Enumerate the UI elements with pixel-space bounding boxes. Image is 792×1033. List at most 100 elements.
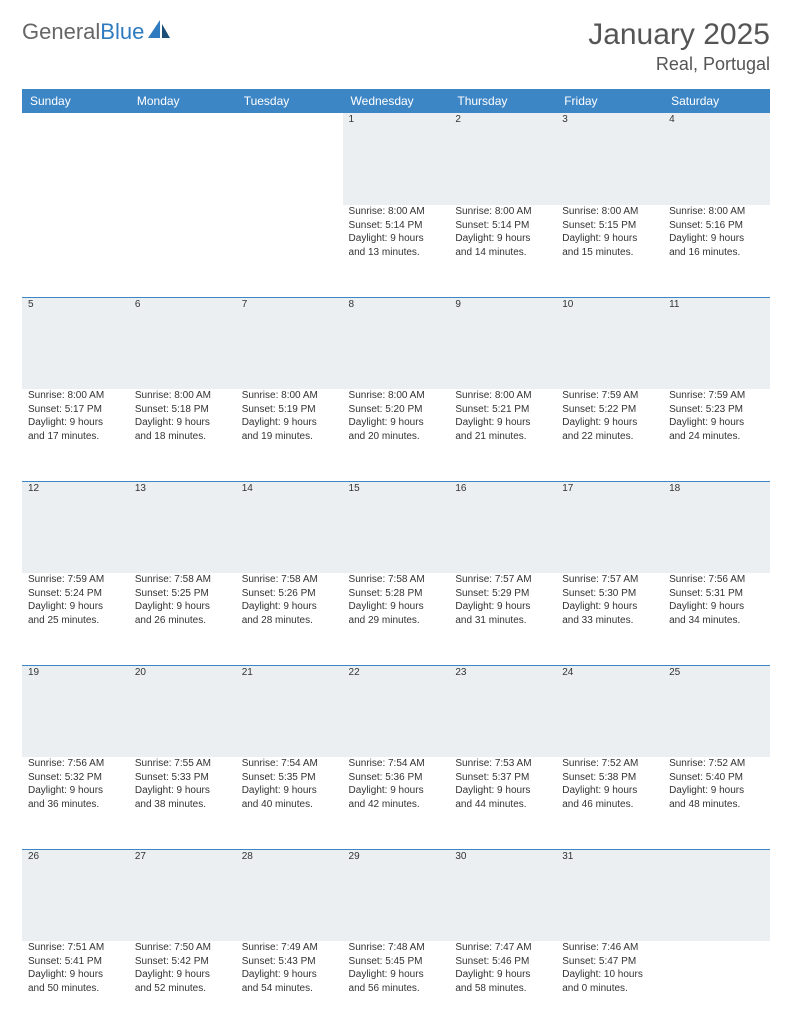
day-cell: Sunrise: 7:59 AMSunset: 5:22 PMDaylight:… [556, 389, 663, 481]
day-cell: Sunrise: 7:56 AMSunset: 5:31 PMDaylight:… [663, 573, 770, 665]
day-header: Friday [556, 89, 663, 113]
sunset-text: Sunset: 5:36 PM [349, 771, 444, 785]
day-cell: Sunrise: 7:46 AMSunset: 5:47 PMDaylight:… [556, 941, 663, 1033]
day-number: 23 [449, 665, 556, 757]
sunset-text: Sunset: 5:15 PM [562, 219, 657, 233]
sunset-text: Sunset: 5:30 PM [562, 587, 657, 601]
daylight-text: and 36 minutes. [28, 798, 123, 812]
day-number [22, 113, 129, 205]
header: GeneralBlue January 2025 Real, Portugal [22, 18, 770, 75]
daylight-text: and 40 minutes. [242, 798, 337, 812]
sunset-text: Sunset: 5:28 PM [349, 587, 444, 601]
sunset-text: Sunset: 5:45 PM [349, 955, 444, 969]
sunrise-text: Sunrise: 7:54 AM [349, 757, 444, 771]
day-number [129, 113, 236, 205]
daylight-text: Daylight: 9 hours [135, 784, 230, 798]
location: Real, Portugal [588, 54, 770, 75]
day-cell: Sunrise: 7:52 AMSunset: 5:40 PMDaylight:… [663, 757, 770, 849]
day-number-row: 567891011 [22, 297, 770, 389]
day-number: 8 [343, 297, 450, 389]
day-number: 22 [343, 665, 450, 757]
day-number: 20 [129, 665, 236, 757]
daylight-text: Daylight: 9 hours [28, 416, 123, 430]
sail-icon [146, 18, 172, 45]
daylight-text: Daylight: 9 hours [669, 600, 764, 614]
daylight-text: and 13 minutes. [349, 246, 444, 260]
sunrise-text: Sunrise: 8:00 AM [349, 205, 444, 219]
day-number: 17 [556, 481, 663, 573]
daylight-text: and 15 minutes. [562, 246, 657, 260]
day-cell: Sunrise: 8:00 AMSunset: 5:18 PMDaylight:… [129, 389, 236, 481]
daylight-text: and 50 minutes. [28, 982, 123, 996]
sunrise-text: Sunrise: 7:59 AM [28, 573, 123, 587]
logo: GeneralBlue [22, 18, 172, 45]
daylight-text: and 22 minutes. [562, 430, 657, 444]
daylight-text: and 52 minutes. [135, 982, 230, 996]
daylight-text: and 54 minutes. [242, 982, 337, 996]
daylight-text: and 28 minutes. [242, 614, 337, 628]
daylight-text: Daylight: 10 hours [562, 968, 657, 982]
sunset-text: Sunset: 5:37 PM [455, 771, 550, 785]
day-cell: Sunrise: 7:58 AMSunset: 5:28 PMDaylight:… [343, 573, 450, 665]
sunset-text: Sunset: 5:33 PM [135, 771, 230, 785]
day-number: 27 [129, 849, 236, 941]
sunset-text: Sunset: 5:16 PM [669, 219, 764, 233]
daylight-text: and 58 minutes. [455, 982, 550, 996]
daylight-text: and 14 minutes. [455, 246, 550, 260]
daylight-text: and 0 minutes. [562, 982, 657, 996]
month-title: January 2025 [588, 18, 770, 52]
logo-text: GeneralBlue [22, 19, 144, 45]
daylight-text: Daylight: 9 hours [349, 784, 444, 798]
day-cell: Sunrise: 7:55 AMSunset: 5:33 PMDaylight:… [129, 757, 236, 849]
day-header: Thursday [449, 89, 556, 113]
sunset-text: Sunset: 5:29 PM [455, 587, 550, 601]
sunrise-text: Sunrise: 8:00 AM [669, 205, 764, 219]
day-number: 14 [236, 481, 343, 573]
sunset-text: Sunset: 5:26 PM [242, 587, 337, 601]
day-header: Monday [129, 89, 236, 113]
day-cell: Sunrise: 7:57 AMSunset: 5:29 PMDaylight:… [449, 573, 556, 665]
day-header: Wednesday [343, 89, 450, 113]
day-number: 7 [236, 297, 343, 389]
sunset-text: Sunset: 5:43 PM [242, 955, 337, 969]
daylight-text: and 31 minutes. [455, 614, 550, 628]
day-number: 10 [556, 297, 663, 389]
calendar-table: Sunday Monday Tuesday Wednesday Thursday… [22, 89, 770, 1033]
day-content-row: Sunrise: 7:51 AMSunset: 5:41 PMDaylight:… [22, 941, 770, 1033]
day-number: 4 [663, 113, 770, 205]
day-content-row: Sunrise: 8:00 AMSunset: 5:14 PMDaylight:… [22, 205, 770, 297]
day-content-row: Sunrise: 8:00 AMSunset: 5:17 PMDaylight:… [22, 389, 770, 481]
sunset-text: Sunset: 5:24 PM [28, 587, 123, 601]
sunrise-text: Sunrise: 7:56 AM [28, 757, 123, 771]
day-number: 9 [449, 297, 556, 389]
daylight-text: Daylight: 9 hours [455, 968, 550, 982]
day-number: 18 [663, 481, 770, 573]
daylight-text: and 34 minutes. [669, 614, 764, 628]
day-cell: Sunrise: 7:59 AMSunset: 5:23 PMDaylight:… [663, 389, 770, 481]
daylight-text: Daylight: 9 hours [242, 600, 337, 614]
sunrise-text: Sunrise: 7:46 AM [562, 941, 657, 955]
day-header: Tuesday [236, 89, 343, 113]
sunrise-text: Sunrise: 8:00 AM [242, 389, 337, 403]
sunrise-text: Sunrise: 7:47 AM [455, 941, 550, 955]
daylight-text: and 44 minutes. [455, 798, 550, 812]
daylight-text: Daylight: 9 hours [242, 416, 337, 430]
day-cell: Sunrise: 7:53 AMSunset: 5:37 PMDaylight:… [449, 757, 556, 849]
sunset-text: Sunset: 5:19 PM [242, 403, 337, 417]
daylight-text: Daylight: 9 hours [135, 600, 230, 614]
sunrise-text: Sunrise: 8:00 AM [349, 389, 444, 403]
daylight-text: and 20 minutes. [349, 430, 444, 444]
sunrise-text: Sunrise: 8:00 AM [28, 389, 123, 403]
day-cell: Sunrise: 7:54 AMSunset: 5:35 PMDaylight:… [236, 757, 343, 849]
day-cell: Sunrise: 8:00 AMSunset: 5:17 PMDaylight:… [22, 389, 129, 481]
sunset-text: Sunset: 5:20 PM [349, 403, 444, 417]
daylight-text: and 29 minutes. [349, 614, 444, 628]
daylight-text: Daylight: 9 hours [669, 232, 764, 246]
sunrise-text: Sunrise: 7:59 AM [562, 389, 657, 403]
day-number: 13 [129, 481, 236, 573]
day-cell: Sunrise: 8:00 AMSunset: 5:20 PMDaylight:… [343, 389, 450, 481]
daylight-text: and 46 minutes. [562, 798, 657, 812]
day-cell: Sunrise: 7:52 AMSunset: 5:38 PMDaylight:… [556, 757, 663, 849]
sunrise-text: Sunrise: 7:51 AM [28, 941, 123, 955]
daylight-text: and 48 minutes. [669, 798, 764, 812]
